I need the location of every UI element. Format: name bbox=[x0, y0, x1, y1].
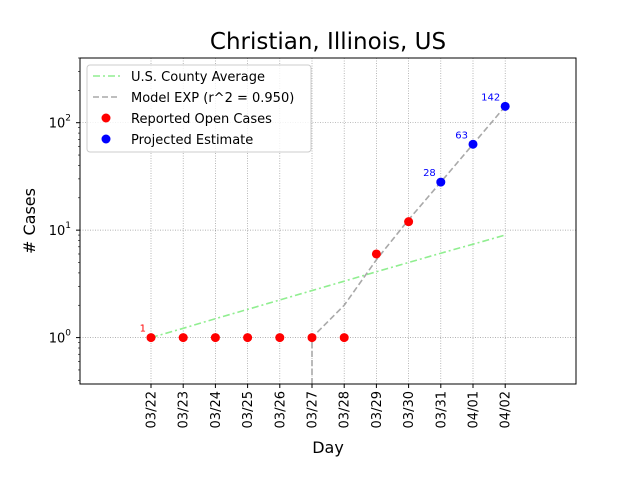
data-point bbox=[210, 333, 220, 343]
x-tick-label: 03/23 bbox=[177, 391, 192, 428]
x-tick-label: 03/29 bbox=[370, 391, 385, 428]
data-label: 28 bbox=[423, 168, 436, 179]
legend-marker bbox=[101, 113, 111, 123]
legend: U.S. County Average Model EXP (r^2 = 0.95… bbox=[86, 64, 312, 153]
y-tick-exponent: 0 bbox=[65, 329, 71, 339]
data-point bbox=[468, 139, 478, 149]
y-tick-base: 10 bbox=[49, 332, 66, 347]
series-lines bbox=[150, 105, 506, 384]
x-tick-label: 03/25 bbox=[241, 391, 256, 428]
y-tick-label: 102 bbox=[49, 114, 71, 132]
x-tick-label: 03/22 bbox=[145, 391, 160, 428]
data-point bbox=[339, 333, 349, 343]
legend-entry-label: Reported Open Cases bbox=[131, 112, 272, 127]
data-point bbox=[500, 101, 510, 111]
x-tick-label: 03/26 bbox=[273, 391, 288, 428]
data-point bbox=[307, 333, 317, 343]
series-markers bbox=[146, 101, 510, 343]
data-label: 1 bbox=[140, 324, 146, 335]
x-tick-label: 03/30 bbox=[402, 391, 417, 428]
y-axis-label: # Cases bbox=[20, 188, 39, 254]
y-tick-label: 101 bbox=[49, 221, 71, 239]
legend-entry-label: U.S. County Average bbox=[131, 70, 265, 85]
data-point bbox=[243, 333, 253, 343]
series-line bbox=[311, 105, 506, 384]
legend-box bbox=[86, 64, 312, 153]
y-tick-base: 10 bbox=[49, 117, 66, 132]
data-point bbox=[404, 217, 414, 227]
grid bbox=[80, 58, 576, 384]
plot-frame bbox=[79, 57, 577, 385]
x-tick-label: 03/27 bbox=[306, 391, 321, 428]
y-tick-label: 100 bbox=[49, 329, 72, 347]
legend-entry-label: Model EXP (r^2 = 0.950) bbox=[131, 91, 294, 106]
data-label: 142 bbox=[481, 92, 500, 103]
x-tick-label: 03/24 bbox=[209, 391, 224, 428]
data-point bbox=[178, 333, 188, 343]
data-point bbox=[371, 249, 381, 259]
x-tick-label: 03/28 bbox=[338, 391, 353, 428]
x-tick-label: 04/01 bbox=[467, 391, 482, 428]
x-axis-label: Day bbox=[312, 438, 344, 457]
y-tick-base: 10 bbox=[49, 224, 66, 239]
chart-title: Christian, Illinois, US bbox=[210, 29, 446, 55]
annotations: 1 28 63 142 bbox=[140, 92, 501, 334]
legend-marker bbox=[101, 134, 111, 144]
x-axis-ticks: 03/22 03/23 03/24 03/25 03/26 03/27 03/28 03/29… bbox=[145, 384, 514, 428]
legend-entry-label: Projected Estimate bbox=[131, 133, 253, 148]
x-tick-label: 03/31 bbox=[434, 391, 449, 428]
data-point bbox=[436, 177, 446, 187]
data-point bbox=[275, 333, 285, 343]
x-tick-label: 04/02 bbox=[499, 391, 514, 428]
series-line bbox=[150, 234, 506, 339]
data-label: 63 bbox=[455, 130, 468, 141]
y-tick-exponent: 1 bbox=[65, 221, 71, 231]
data-point bbox=[146, 333, 156, 343]
y-tick-exponent: 2 bbox=[65, 114, 71, 124]
